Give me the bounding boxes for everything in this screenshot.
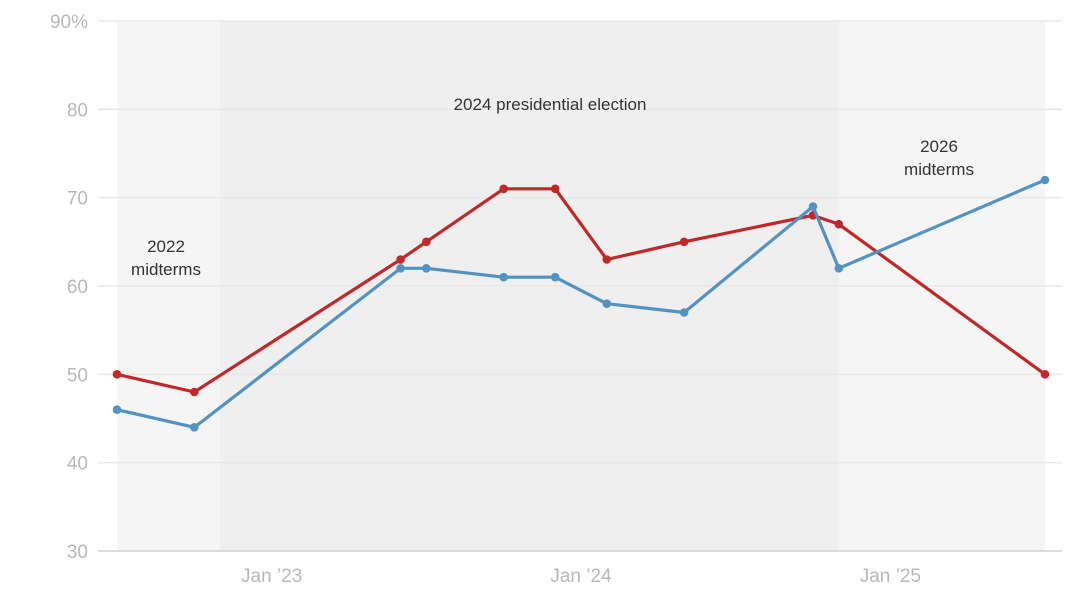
data-point	[808, 202, 818, 211]
x-tick-label: Jan ’23	[241, 566, 302, 587]
y-tick-label: 70	[67, 189, 88, 210]
data-point	[112, 370, 122, 379]
region-label: 2026 midterms	[904, 137, 974, 179]
series-lines	[112, 175, 1050, 432]
data-point	[550, 272, 560, 282]
data-point	[190, 387, 199, 397]
region-annotations: 2022 midterms 2024 presidential election 20…	[131, 95, 974, 279]
data-point	[550, 184, 560, 194]
y-tick-label: 40	[67, 454, 88, 475]
data-point	[422, 264, 431, 273]
region-label-line: 2026	[920, 137, 958, 156]
data-point	[1040, 175, 1050, 185]
y-tick-label: 30	[67, 542, 88, 563]
data-point	[679, 237, 689, 247]
y-tick-label: 80	[67, 100, 88, 121]
region-label-line: 2022	[147, 237, 185, 256]
x-axis: Jan ’23 Jan ’24 Jan ’25	[241, 566, 921, 587]
gridlines	[98, 20, 1062, 552]
data-point	[190, 423, 199, 432]
series-red	[112, 184, 1050, 397]
data-point	[602, 255, 612, 264]
x-tick-label: Jan ’25	[860, 566, 921, 587]
data-point	[834, 264, 844, 273]
region-label: 2024 presidential election	[454, 95, 647, 114]
data-point	[1040, 370, 1050, 379]
y-tick-label: 50	[67, 365, 88, 386]
y-axis: 30 40 50 60 70 80 90%	[50, 12, 88, 563]
data-point	[422, 237, 431, 247]
data-point	[602, 299, 612, 308]
data-point	[679, 308, 689, 317]
data-point	[499, 272, 508, 282]
y-tick-label: 90%	[50, 12, 88, 33]
y-tick-label: 60	[67, 277, 88, 298]
data-point	[834, 219, 844, 229]
data-point	[396, 255, 405, 264]
region-label-line: midterms	[131, 260, 201, 279]
series-blue	[112, 175, 1050, 432]
region-label-line: midterms	[904, 160, 974, 179]
x-tick-label: Jan ’24	[550, 566, 612, 587]
region-label: 2022 midterms	[131, 237, 201, 279]
data-point	[112, 405, 122, 414]
data-point	[396, 264, 405, 273]
region-label-line: 2024 presidential election	[454, 95, 647, 114]
data-point	[499, 184, 508, 194]
